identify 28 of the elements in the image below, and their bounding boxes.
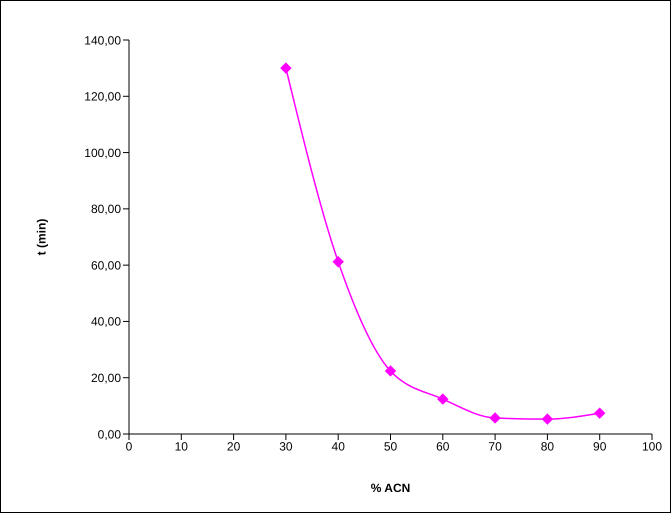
y-tick-label: 40,00 bbox=[90, 314, 122, 329]
point bbox=[280, 62, 292, 74]
point bbox=[437, 394, 448, 405]
point bbox=[490, 412, 501, 424]
y-tick-label: 20,00 bbox=[90, 370, 122, 385]
y-tick-label: 80,00 bbox=[90, 202, 122, 216]
point bbox=[332, 256, 344, 268]
y-tick-label: 140,00 bbox=[84, 33, 122, 48]
x-tick-label: 70 bbox=[488, 440, 502, 454]
x-tick-label: 50 bbox=[384, 440, 398, 454]
point bbox=[385, 365, 396, 376]
x-tick-label: 90 bbox=[593, 440, 607, 454]
x-tick-label: 0 bbox=[126, 440, 133, 454]
point bbox=[542, 414, 553, 425]
x-tick-label: 60 bbox=[436, 440, 450, 454]
y-tick-label: 60,00 bbox=[90, 258, 122, 272]
point bbox=[594, 408, 606, 419]
x-tick-label: 80 bbox=[540, 440, 554, 454]
y-axis-title: t (min) bbox=[34, 218, 48, 256]
y-tick-label: 0,00 bbox=[98, 427, 122, 442]
x-axis-title: % ACN bbox=[370, 481, 410, 495]
y-tick-label: 100,00 bbox=[84, 146, 122, 160]
x-tick-label: 10 bbox=[174, 440, 188, 454]
x-tick-label: 30 bbox=[279, 440, 293, 454]
y-tick-label: 120,00 bbox=[84, 90, 122, 104]
x-tick-label: 100 bbox=[642, 440, 662, 454]
x-tick-label: 40 bbox=[332, 440, 346, 454]
x-tick-label: 20 bbox=[226, 440, 241, 454]
